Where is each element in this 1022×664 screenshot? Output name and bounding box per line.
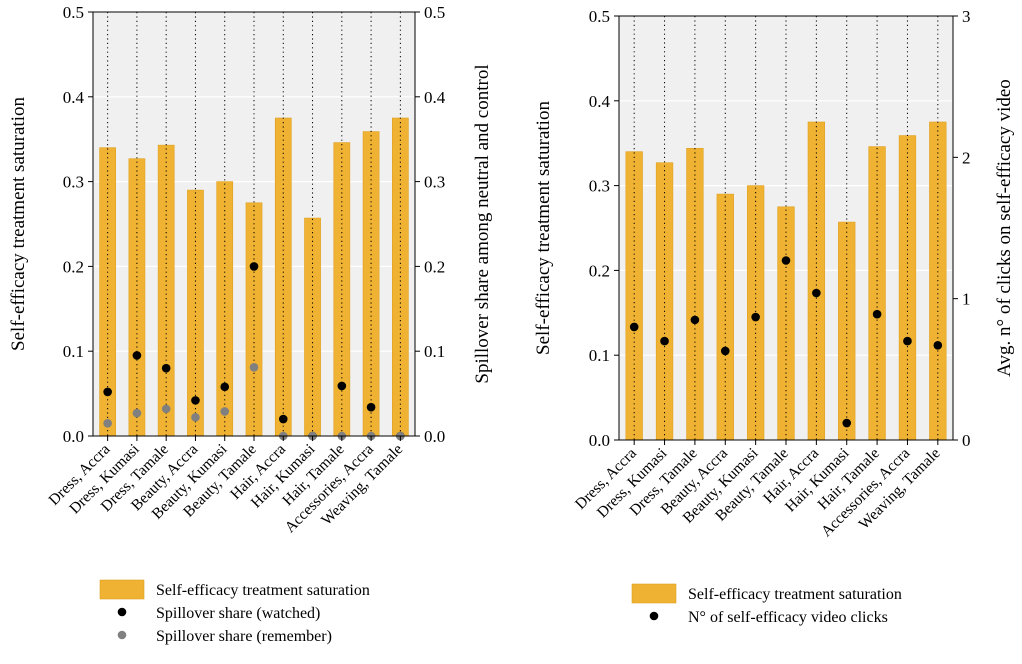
bar xyxy=(128,158,146,437)
data-point xyxy=(132,408,142,418)
data-point xyxy=(690,315,700,325)
legend-label: Self-efficacy treatment saturation xyxy=(688,586,902,603)
y-right-tick-label: 0.2 xyxy=(424,257,445,276)
data-point xyxy=(220,407,230,416)
bar xyxy=(716,193,734,441)
data-point xyxy=(842,418,852,428)
legend-swatch xyxy=(631,583,677,604)
y-tick-label: 0.4 xyxy=(589,92,611,111)
data-point xyxy=(337,381,347,391)
data-point xyxy=(191,413,200,422)
data-point xyxy=(812,288,821,298)
legend-label: Self-efficacy treatment saturation xyxy=(156,582,370,599)
y-tick-label: 0.0 xyxy=(63,427,84,446)
y-right-axis-title: Spillover share among neutral and contro… xyxy=(472,64,493,383)
legend-label: N° of self-efficacy video clicks xyxy=(688,609,888,626)
data-point xyxy=(278,414,288,424)
bar xyxy=(362,131,380,437)
y-tick-label: 0.2 xyxy=(63,257,84,276)
data-point xyxy=(903,336,912,346)
y-tick-label: 0.5 xyxy=(63,3,84,22)
bar xyxy=(245,202,263,437)
legend-entry: Self-efficacy treatment saturation xyxy=(99,579,370,600)
y-tick-label: 0.1 xyxy=(63,342,84,361)
data-point xyxy=(781,256,791,265)
y-tick-label: 0.5 xyxy=(589,7,610,26)
data-point xyxy=(132,351,142,360)
y-tick-label: 0.2 xyxy=(589,261,610,280)
data-point xyxy=(103,387,112,397)
chart-panel-1: 0.00.10.20.30.40.50.00.10.20.30.40.5Dres… xyxy=(8,3,493,645)
legend: Self-efficacy treatment saturation N° of … xyxy=(631,583,902,626)
legend-entry: Self-efficacy treatment saturation xyxy=(631,583,902,604)
legend-marker xyxy=(117,630,127,640)
legend-label: Spillover share (watched) xyxy=(156,605,320,622)
legend-entry: Spillover share (remember) xyxy=(117,628,332,645)
y-right-tick-label: 3 xyxy=(962,7,971,26)
y-right-tick-label: 0.1 xyxy=(424,342,445,361)
data-point xyxy=(660,336,669,346)
y-right-tick-label: 1 xyxy=(962,290,971,309)
y-axis-title: Self-efficacy treatment saturation xyxy=(8,97,29,351)
data-point xyxy=(191,396,200,405)
y-right-tick-label: 0 xyxy=(962,431,971,450)
data-point xyxy=(751,312,760,322)
data-point xyxy=(629,322,639,332)
y-right-axis-title: Avg. n° of clicks on self-efficacy video xyxy=(994,79,1015,377)
bar xyxy=(777,206,795,441)
y-tick-label: 0.4 xyxy=(63,88,85,107)
y-right-tick-label: 0.4 xyxy=(424,88,446,107)
y-right-tick-label: 0.0 xyxy=(424,427,445,446)
legend: Self-efficacy treatment saturation Spillo… xyxy=(99,579,370,645)
data-point xyxy=(161,404,171,414)
data-point xyxy=(872,309,882,319)
data-point xyxy=(249,262,259,271)
y-tick-label: 0.3 xyxy=(63,173,84,192)
legend-entry: N° of self-efficacy video clicks xyxy=(649,609,888,626)
y-tick-label: 0.0 xyxy=(589,431,610,450)
data-point xyxy=(103,418,112,428)
legend-swatch xyxy=(99,579,145,600)
legend-entry: Spillover share (watched) xyxy=(117,605,320,622)
data-point xyxy=(161,363,171,373)
y-right-tick-label: 2 xyxy=(962,148,971,167)
bar xyxy=(625,151,643,441)
y-right-tick-label: 0.3 xyxy=(424,173,445,192)
y-right-tick-label: 0.5 xyxy=(424,3,445,22)
data-point xyxy=(220,382,230,392)
y-tick-label: 0.3 xyxy=(589,177,610,196)
data-point xyxy=(933,341,943,350)
legend-marker xyxy=(117,607,127,617)
data-point xyxy=(720,346,730,356)
data-point xyxy=(249,363,259,372)
legend-label: Spillover share (remember) xyxy=(156,628,332,645)
data-point xyxy=(366,402,376,412)
y-axis-title: Self-efficacy treatment saturation xyxy=(533,101,554,355)
bar xyxy=(898,135,917,441)
bar xyxy=(655,162,674,441)
legend-marker xyxy=(649,611,659,621)
y-tick-label: 0.1 xyxy=(589,346,610,365)
